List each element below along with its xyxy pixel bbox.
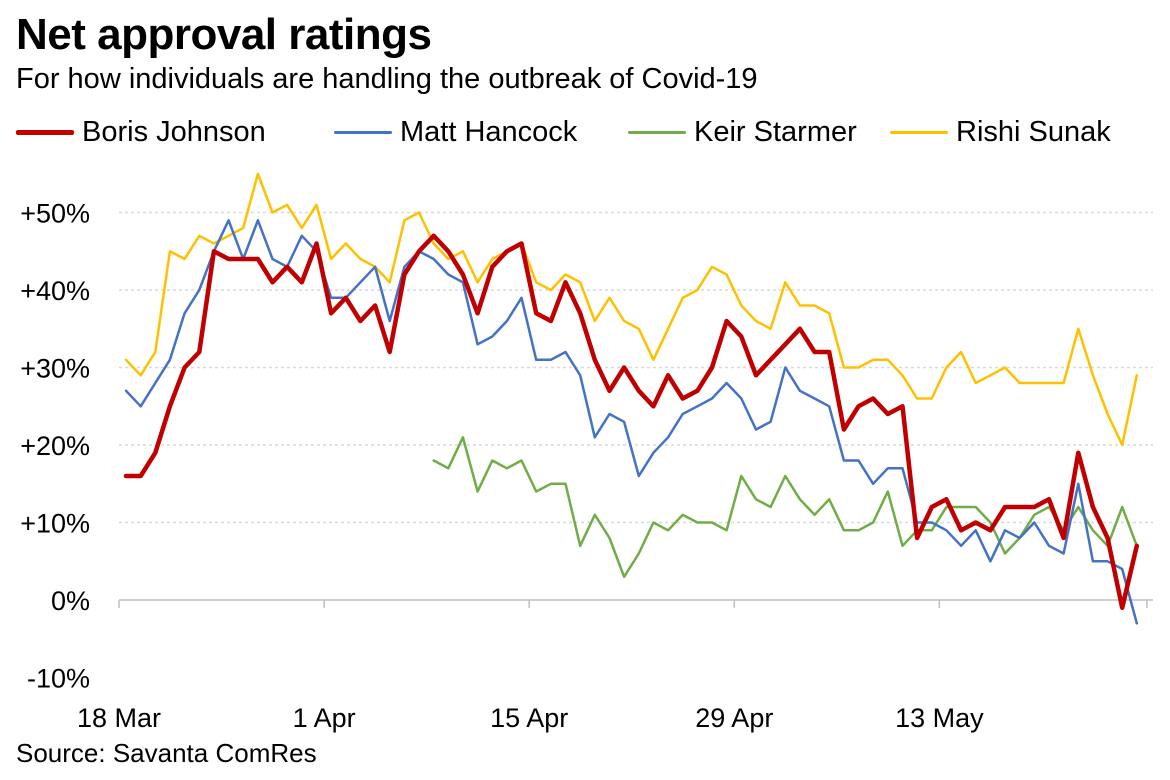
legend-item-matt-hancock: Matt Hancock — [334, 112, 577, 152]
x-tick-label: 15 Apr — [490, 703, 568, 733]
axes: +50% +40% +30% +20% +10% 0% -10% 18 Mar 1 Apr 15 … — [20, 199, 1153, 733]
series-line-rishi-sunak — [124, 172, 1139, 447]
y-tick-label: +40% — [20, 276, 90, 306]
y-tick-label: 0% — [51, 586, 90, 616]
legend-line-boris-johnson — [16, 129, 74, 135]
gridlines — [119, 211, 1153, 524]
x-tick-label: 29 Apr — [695, 703, 773, 733]
chart-title: Net approval ratings — [16, 10, 432, 59]
legend-label-rishi-sunak: Rishi Sunak — [956, 115, 1111, 148]
legend-line-rishi-sunak — [890, 130, 948, 134]
source-note: Source: Savanta ComRes — [16, 738, 317, 768]
legend-line-matt-hancock — [334, 130, 392, 134]
series-line-matt-hancock — [124, 219, 1139, 625]
legend-item-keir-starmer: Keir Starmer — [628, 112, 857, 152]
legend-label-boris-johnson: Boris Johnson — [82, 115, 266, 148]
x-tick-label: 18 Mar — [77, 703, 161, 733]
x-tick-label: 1 Apr — [293, 703, 356, 733]
y-tick-label: +30% — [20, 354, 90, 384]
y-tick-label: +20% — [20, 431, 90, 461]
legend: Boris Johnson Matt Hancock Keir Starmer … — [16, 112, 1166, 152]
legend-item-boris-johnson: Boris Johnson — [16, 112, 266, 152]
legend-item-rishi-sunak: Rishi Sunak — [890, 112, 1111, 152]
x-tick-label: 13 May — [895, 703, 984, 733]
series-lines — [123, 172, 1140, 625]
legend-label-keir-starmer: Keir Starmer — [694, 115, 857, 148]
legend-line-keir-starmer — [628, 130, 686, 134]
y-tick-label: +50% — [20, 199, 90, 229]
legend-label-matt-hancock: Matt Hancock — [400, 115, 578, 148]
y-tick-label: +10% — [20, 509, 90, 539]
series-line-boris-johnson — [123, 233, 1140, 611]
chart-subtitle: For how individuals are handling the out… — [16, 63, 758, 95]
y-tick-label: -10% — [27, 664, 90, 694]
